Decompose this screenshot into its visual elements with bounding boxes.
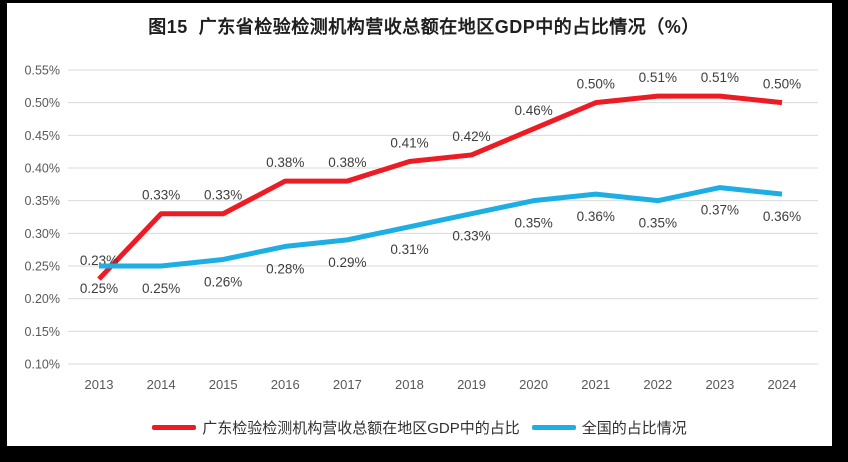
- photo-border-top: [0, 0, 848, 3]
- data-label: 0.51%: [639, 70, 677, 85]
- x-axis-tick-label: 2019: [457, 377, 486, 392]
- data-label: 0.37%: [701, 203, 739, 218]
- data-label: 0.29%: [328, 255, 366, 270]
- data-label: 0.46%: [514, 103, 552, 118]
- data-label: 0.33%: [142, 188, 180, 203]
- data-label: 0.33%: [452, 229, 490, 244]
- x-axis-tick-label: 2022: [643, 377, 672, 392]
- legend-item-national: 全国的占比情况: [531, 417, 687, 438]
- national-series-swatch: [531, 424, 576, 430]
- x-axis-tick-label: 2014: [147, 377, 176, 392]
- data-label: 0.33%: [204, 188, 242, 203]
- x-axis-tick-label: 2023: [705, 377, 734, 392]
- x-axis-tick-label: 2016: [271, 377, 300, 392]
- x-axis-tick-label: 2024: [768, 377, 797, 392]
- data-label: 0.50%: [763, 77, 801, 92]
- data-label: 0.25%: [142, 281, 180, 296]
- guangdong-series-swatch: [152, 424, 197, 430]
- chart-title: 图15 广东省检验检测机构营收总额在地区GDP中的占比情况（%）: [148, 17, 700, 37]
- y-axis-tick-label: 0.20%: [25, 292, 60, 306]
- data-label: 0.26%: [204, 274, 242, 289]
- x-axis-tick-label: 2021: [581, 377, 610, 392]
- data-label: 0.38%: [266, 155, 304, 170]
- y-axis-tick-label: 0.45%: [25, 129, 60, 143]
- data-label: 0.25%: [80, 281, 118, 296]
- y-axis-tick-label: 0.15%: [25, 325, 60, 339]
- x-axis-tick-label: 2017: [333, 377, 362, 392]
- x-axis-tick-label: 2020: [519, 377, 548, 392]
- y-axis-tick-label: 0.30%: [25, 227, 60, 241]
- series-line-0: [97, 93, 783, 281]
- photo-border-bottom: [0, 446, 848, 462]
- national-series-label: 全国的占比情况: [581, 419, 687, 437]
- y-axis-tick-label: 0.25%: [25, 260, 60, 274]
- data-label: 0.38%: [328, 155, 366, 170]
- x-axis-tick-label: 2015: [209, 377, 238, 392]
- data-label: 0.42%: [452, 129, 490, 144]
- y-axis-tick-label: 0.35%: [25, 194, 60, 208]
- photo-border-left: [0, 0, 7, 462]
- photo-border-right: [832, 0, 848, 462]
- data-label: 0.28%: [266, 261, 304, 276]
- data-label: 0.36%: [577, 209, 615, 224]
- legend-item-guangdong: 广东检验检测机构营收总额在地区GDP中的占比: [152, 417, 520, 438]
- y-axis-tick-label: 0.55%: [25, 64, 60, 78]
- y-axis-tick-label: 0.10%: [25, 358, 60, 372]
- series-line-1: [99, 185, 783, 269]
- data-label: 0.36%: [763, 209, 801, 224]
- data-label: 0.31%: [390, 242, 428, 257]
- chart-legend: 广东检验检测机构营收总额在地区GDP中的占比 全国的占比情况: [7, 415, 832, 439]
- data-label: 0.35%: [639, 216, 677, 231]
- y-axis-tick-label: 0.50%: [25, 96, 60, 110]
- data-label: 0.35%: [514, 216, 552, 231]
- guangdong-series-label: 广东检验检测机构营收总额在地区GDP中的占比: [202, 419, 520, 437]
- data-label: 0.51%: [701, 70, 739, 85]
- data-label: 0.50%: [577, 77, 615, 92]
- y-axis-tick-label: 0.40%: [25, 162, 60, 176]
- x-axis-tick-label: 2018: [395, 377, 424, 392]
- x-axis-tick-label: 2013: [85, 377, 114, 392]
- data-label: 0.41%: [390, 135, 428, 150]
